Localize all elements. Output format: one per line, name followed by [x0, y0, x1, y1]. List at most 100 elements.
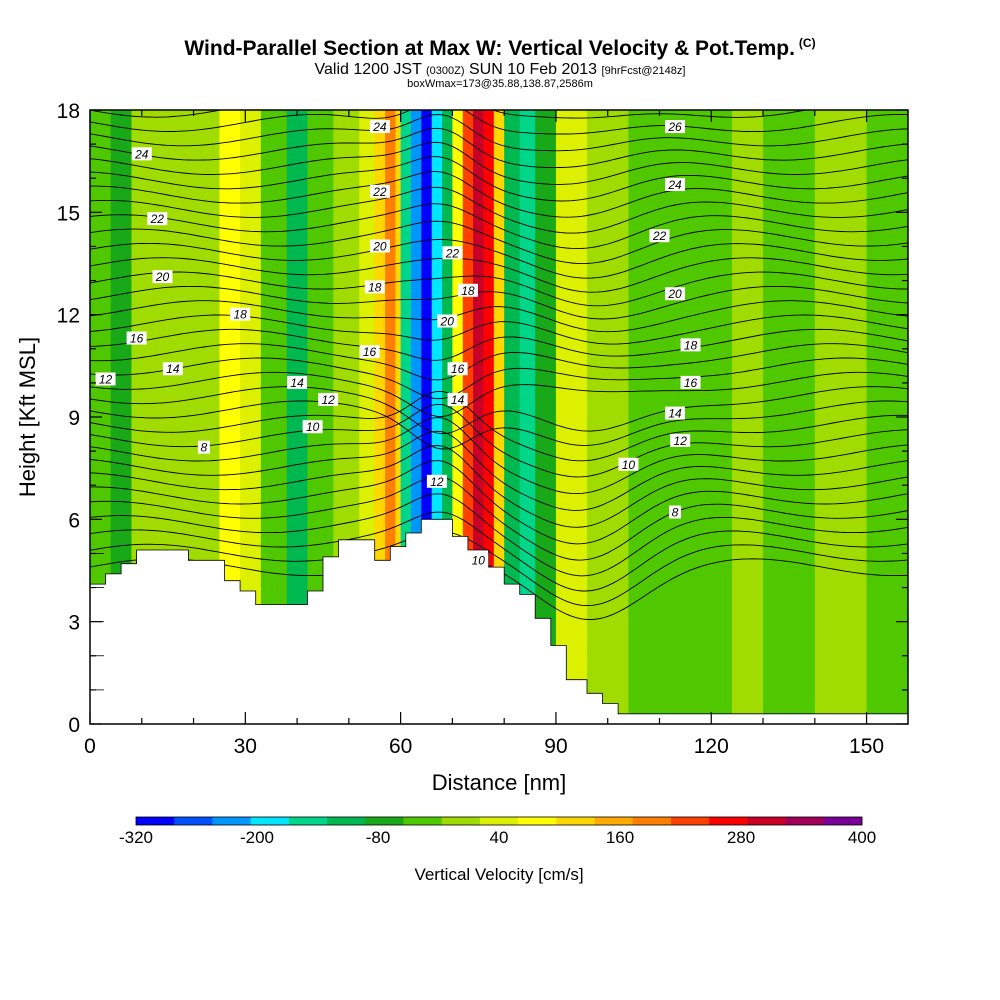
velocity-band — [421, 110, 433, 724]
colorbar-swatch — [403, 817, 442, 825]
subtitle-date: SUN 10 Feb 2013 — [469, 61, 598, 78]
velocity-band — [400, 110, 412, 724]
contour-label-text: 14 — [668, 407, 682, 421]
colorbar-tick-label: -200 — [240, 828, 274, 847]
isentrope — [90, 493, 908, 577]
contour-label-text: 16 — [684, 376, 698, 390]
contour-label: 16 — [359, 345, 380, 359]
contour-label-text: 24 — [134, 147, 149, 161]
velocity-band — [555, 110, 588, 724]
contour-label-box — [670, 433, 691, 447]
contour-label-box — [230, 307, 251, 321]
contour-label-text: 16 — [363, 345, 377, 359]
contour-label: 20 — [665, 287, 686, 301]
y-tick-label: 15 — [57, 202, 80, 225]
contour-label: 12 — [426, 474, 447, 489]
velocity-band — [680, 110, 733, 724]
contour-label-text: 12 — [321, 393, 335, 407]
contour-label-text: 20 — [155, 270, 170, 284]
colorbar-tick-label: -320 — [119, 828, 153, 847]
contour-label-text: 14 — [166, 362, 180, 376]
title-text: Wind-Parallel Section at Max W: Vertical… — [184, 37, 795, 60]
contour-label: 14 — [287, 375, 308, 390]
contour-label-text: 10 — [622, 458, 636, 472]
contour-label-text: 16 — [130, 332, 144, 346]
isentrope — [90, 430, 908, 511]
x-tick-label: 120 — [694, 735, 729, 758]
contour-label: 16 — [680, 375, 701, 390]
velocity-band — [483, 110, 495, 724]
colorbar-tick-label: 400 — [848, 828, 876, 847]
contour-label-text: 12 — [99, 372, 113, 386]
contour-label-box — [457, 283, 478, 297]
contour-label-box — [126, 331, 147, 345]
velocity-band — [452, 110, 464, 724]
colorbar-swatch — [632, 817, 672, 825]
colorbar-swatch — [594, 817, 634, 825]
colorbar-swatch — [174, 817, 213, 825]
contour-label-text: 22 — [372, 185, 387, 199]
y-axis: 0 3 6 9 12 15 18 — [57, 100, 908, 737]
contour-label-box — [665, 178, 686, 192]
contour-label: 26 — [665, 120, 686, 134]
isentrope — [90, 511, 908, 592]
velocity-band — [535, 110, 557, 724]
chart-subtitle: Valid 1200 JST (0300Z) SUN 10 Feb 2013 [… — [0, 61, 1000, 79]
colorbar-swatch — [479, 817, 519, 825]
contour-label-box — [665, 406, 686, 420]
contour-label: 20 — [369, 239, 390, 253]
isentrope — [90, 371, 908, 417]
velocity-band — [442, 110, 453, 724]
contour-label: 20 — [152, 270, 173, 284]
contour-label-box — [369, 239, 390, 253]
contour-label-box — [369, 184, 390, 198]
isentrope — [90, 328, 908, 361]
isentrope — [90, 386, 908, 435]
colorbar-title: Vertical Velocity [cm/s] — [414, 865, 583, 884]
isentrope — [90, 73, 908, 104]
x-tick-label: 150 — [849, 735, 884, 758]
isentrope — [90, 285, 908, 320]
contour-label-text: 22 — [652, 229, 667, 243]
contour-label-text: 18 — [233, 308, 247, 322]
contour-label-box — [665, 120, 686, 134]
contour-label-box — [680, 375, 701, 389]
contour-label: 18 — [680, 338, 701, 352]
contour-label-box — [131, 147, 152, 161]
contour-label: 12 — [670, 433, 691, 448]
colorbar-tick-label: -80 — [366, 828, 391, 847]
isentrope — [90, 314, 908, 345]
isentrope — [90, 220, 908, 265]
velocity-band — [504, 110, 521, 724]
contour-label-text: 10 — [472, 553, 486, 567]
contour-label-box — [447, 392, 468, 406]
isentrope — [90, 257, 908, 293]
contour-label: 8 — [197, 440, 210, 455]
contour-label: 10 — [468, 553, 489, 567]
subtitle-forecast: [9hrFcst@2148z] — [601, 65, 686, 77]
contour-label-text: 12 — [430, 475, 444, 489]
x-tick-label: 0 — [84, 735, 96, 758]
contour-label-text: 20 — [667, 287, 682, 301]
velocity-band — [814, 110, 868, 724]
velocity-band — [374, 110, 386, 724]
velocity-band — [431, 110, 443, 724]
x-axis-title: Distance [nm] — [432, 770, 567, 795]
contour-label-box — [447, 362, 468, 376]
colorbar-swatch — [365, 817, 404, 825]
contour-label: 12 — [95, 372, 116, 386]
x-tick-label: 60 — [389, 735, 412, 758]
isentrope — [90, 357, 908, 400]
contour-label: 24 — [369, 120, 390, 134]
contour-label: 22 — [147, 212, 168, 226]
contour-label-box — [287, 375, 308, 389]
colorbar-swatch — [709, 817, 748, 825]
contour-label-box — [318, 392, 339, 406]
isentrope — [90, 203, 908, 250]
contour-label-box — [302, 420, 323, 434]
contour-label-box — [442, 246, 463, 260]
contour-label: 10 — [618, 457, 639, 472]
contour-label: 22 — [369, 184, 390, 199]
y-tick-label: 12 — [57, 305, 80, 328]
